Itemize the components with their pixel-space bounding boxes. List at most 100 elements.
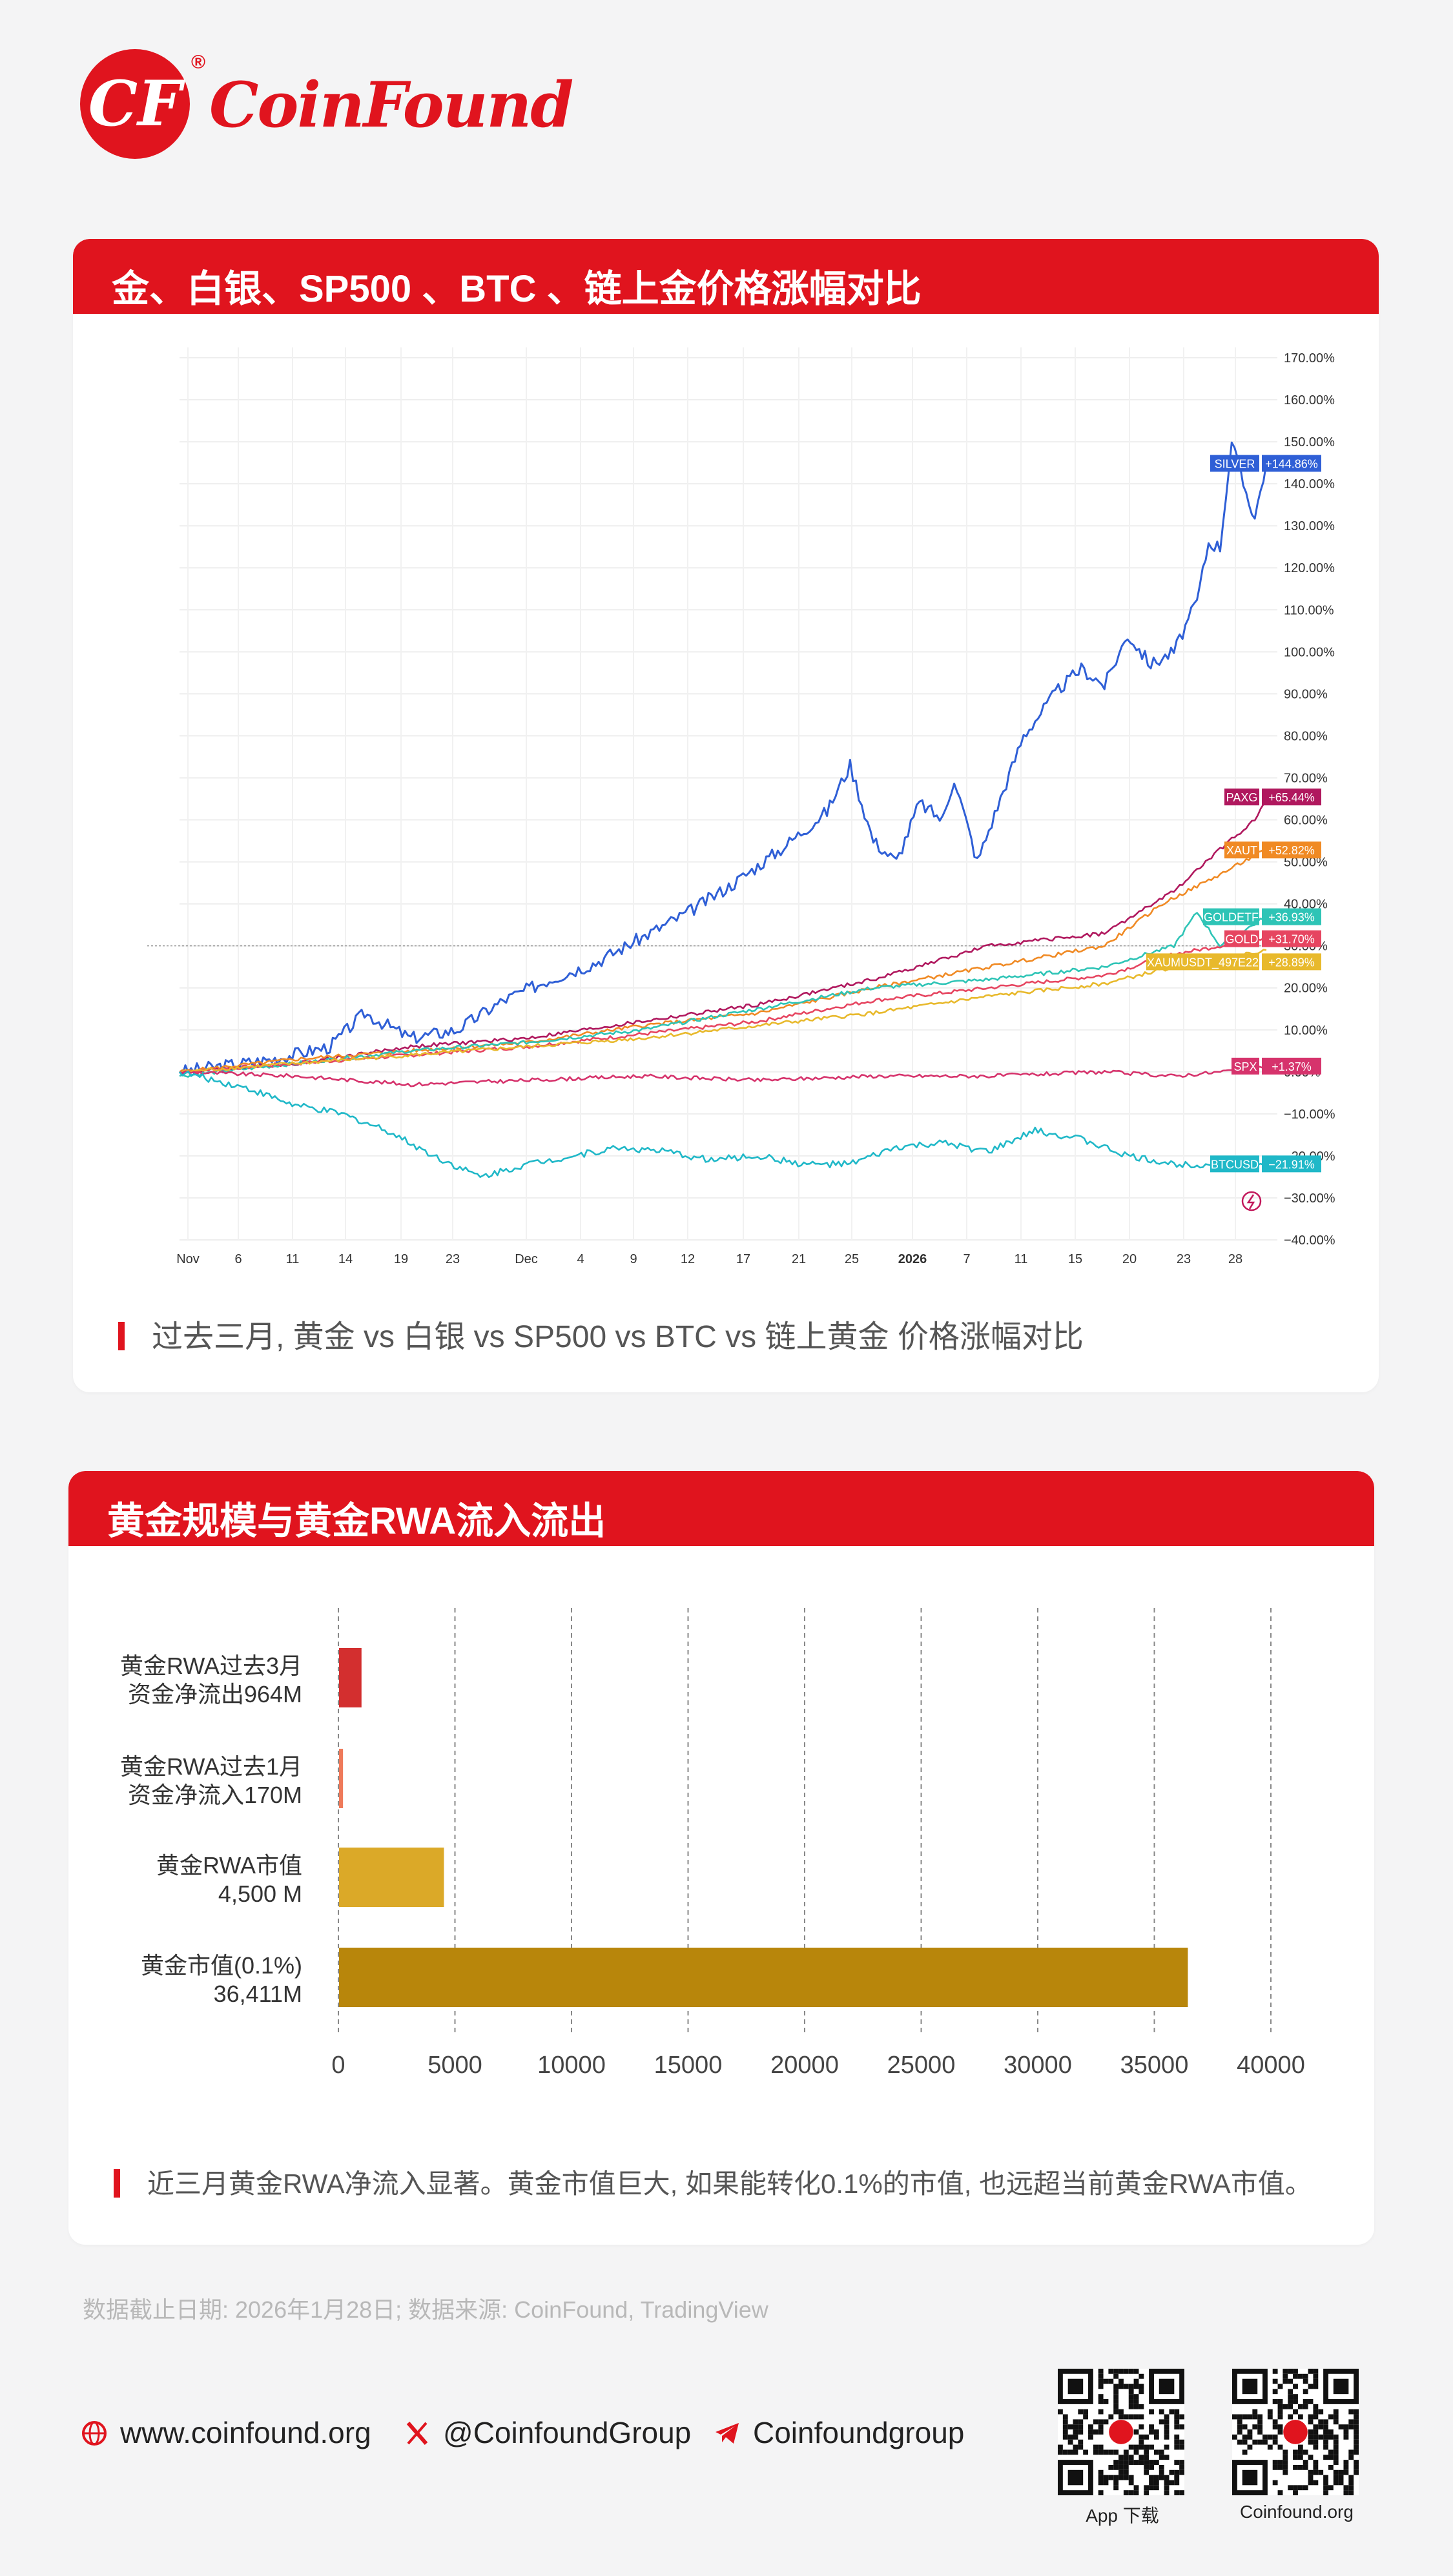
qr-module xyxy=(1333,2455,1339,2460)
qr-module xyxy=(1144,2464,1149,2470)
qr-module xyxy=(1313,2378,1319,2384)
qr-module xyxy=(1297,2404,1303,2409)
x-tick-label: 11 xyxy=(286,1252,300,1266)
qr-module xyxy=(1267,2444,1273,2450)
x-tick-label: 9 xyxy=(630,1252,637,1266)
x-link[interactable]: @CoinfoundGroup xyxy=(403,2415,691,2450)
qr-module xyxy=(1277,2414,1283,2420)
series-name-label: BTCUSD xyxy=(1211,1158,1259,1171)
qr-module xyxy=(1313,2429,1319,2435)
y-tick-label: 10.00% xyxy=(1284,1024,1328,1038)
qr-module xyxy=(1144,2455,1149,2460)
qr-module xyxy=(1277,2429,1283,2435)
qr-module xyxy=(1139,2424,1144,2430)
qr-module xyxy=(1308,2429,1314,2435)
qr-module xyxy=(1308,2384,1314,2389)
qr-module xyxy=(1272,2480,1278,2486)
series-line-gold xyxy=(179,936,1267,1074)
qr-module xyxy=(1313,2480,1319,2486)
series-name-label: PAXG xyxy=(1226,791,1258,804)
telegram-link[interactable]: Coinfoundgroup xyxy=(713,2415,964,2450)
series-value-tag xyxy=(1262,953,1321,971)
qr-module xyxy=(1313,2384,1319,2389)
qr-module xyxy=(1058,2409,1063,2415)
qr-module xyxy=(1113,2399,1119,2404)
qr-module xyxy=(1338,2424,1344,2430)
qr-module xyxy=(1144,2434,1149,2440)
qr-module xyxy=(1354,2424,1359,2430)
card-title: 金、白银、SP500 、BTC 、链上金价格涨幅对比 xyxy=(112,268,922,310)
qr-module xyxy=(1159,2464,1164,2470)
qr-module xyxy=(1103,2378,1109,2384)
qr-module xyxy=(1153,2480,1159,2486)
qr-module xyxy=(1067,2439,1073,2445)
qr-module xyxy=(1343,2464,1349,2470)
qr-finder-center xyxy=(1242,2469,1258,2486)
app-download-qr-code[interactable] xyxy=(1058,2369,1184,2495)
qr-module xyxy=(1093,2444,1098,2450)
x-tick-label: 4 xyxy=(577,1252,584,1266)
qr-module xyxy=(1277,2490,1283,2495)
series-name-label: SPX xyxy=(1233,1060,1257,1073)
website-qr-code[interactable] xyxy=(1232,2369,1359,2495)
caption-accent xyxy=(118,1322,125,1351)
qr-module xyxy=(1297,2464,1303,2470)
qr-module xyxy=(1338,2475,1344,2480)
qr-module xyxy=(1103,2399,1109,2404)
qr-module xyxy=(1288,2394,1293,2400)
qr-module xyxy=(1303,2485,1308,2491)
qr-module xyxy=(1272,2399,1278,2404)
x-tick-label: 35000 xyxy=(1120,2052,1189,2079)
qr-module xyxy=(1062,2429,1068,2435)
qr-module xyxy=(1257,2419,1263,2425)
qr-module xyxy=(1333,2419,1339,2425)
qr-label-site: Coinfound.org xyxy=(1240,2502,1354,2522)
chart-caption: 近三月黄金RWA净流入显著。黄金市值巨大, 如果能转化0.1%的市值, 也远超当… xyxy=(114,2162,1312,2201)
qr-module xyxy=(1174,2475,1180,2480)
qr-module xyxy=(1328,2414,1334,2420)
card-header: 金、白银、SP500 、BTC 、链上金价格涨幅对比 xyxy=(73,239,1379,314)
qr-module xyxy=(1159,2455,1164,2460)
qr-module xyxy=(1078,2419,1084,2425)
qr-module xyxy=(1098,2384,1104,2389)
qr-module xyxy=(1088,2434,1093,2440)
qr-module xyxy=(1108,2475,1114,2480)
website-link[interactable]: www.coinfound.org xyxy=(80,2415,371,2450)
x-tick-label: 28 xyxy=(1228,1252,1242,1266)
qr-module xyxy=(1123,2369,1129,2374)
x-tick-label: 15 xyxy=(1068,1252,1082,1266)
qr-module xyxy=(1103,2419,1109,2425)
qr-module xyxy=(1058,2444,1063,2450)
qr-module xyxy=(1313,2414,1319,2420)
series-value-label: +1.37% xyxy=(1272,1060,1312,1073)
qr-module xyxy=(1174,2439,1180,2445)
qr-module xyxy=(1144,2449,1149,2455)
qr-module xyxy=(1343,2485,1349,2491)
qr-module xyxy=(1113,2464,1119,2470)
chart-caption: 过去三月, 黄金 vs 白银 vs SP500 vs BTC vs 链上黄金 价… xyxy=(118,1311,1084,1356)
qr-module xyxy=(1118,2455,1124,2460)
series-name-label: XAUT xyxy=(1226,844,1257,857)
qr-module xyxy=(1113,2409,1119,2415)
qr-finder xyxy=(1232,2369,1268,2404)
qr-module xyxy=(1303,2373,1308,2379)
x-tick-label: 30000 xyxy=(1004,2052,1072,2079)
qr-module xyxy=(1128,2389,1134,2395)
qr-module xyxy=(1237,2439,1242,2445)
qr-module xyxy=(1277,2409,1283,2415)
qr-module xyxy=(1113,2389,1119,2395)
qr-module xyxy=(1333,2414,1339,2420)
qr-module xyxy=(1308,2455,1314,2460)
qr-module xyxy=(1293,2399,1298,2404)
qr-module xyxy=(1078,2444,1084,2450)
qr-module xyxy=(1333,2449,1339,2455)
qr-module xyxy=(1293,2485,1298,2491)
qr-module xyxy=(1098,2490,1104,2495)
qr-finder-center xyxy=(1067,2469,1084,2486)
qr-module xyxy=(1293,2455,1298,2460)
qr-module xyxy=(1113,2449,1119,2455)
qr-module xyxy=(1354,2429,1359,2435)
qr-module xyxy=(1123,2384,1129,2389)
qr-module xyxy=(1333,2469,1339,2475)
qr-module xyxy=(1338,2469,1344,2475)
